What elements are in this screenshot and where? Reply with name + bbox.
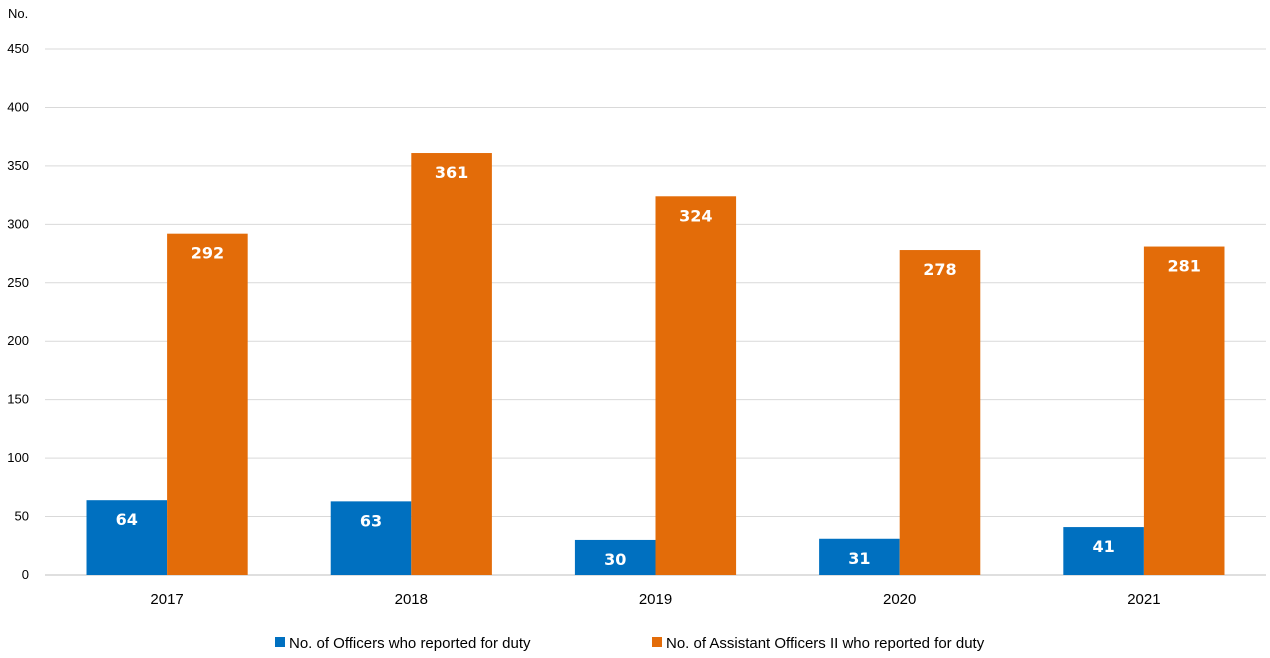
y-tick-label: 300 (7, 216, 29, 231)
y-tick-label: 250 (7, 275, 29, 290)
data-label: 41 (1092, 537, 1114, 556)
bar-assistant-officers-2020 (899, 250, 981, 575)
bar-assistant-officers-2021 (1143, 246, 1225, 575)
bars: 64 292 63 361 30 324 31 278 41 281 (86, 153, 1225, 575)
data-label: 64 (116, 510, 138, 529)
y-axis-unit-label: No. (8, 6, 28, 21)
bar-assistant-officers-2017 (167, 233, 248, 575)
data-label: 30 (604, 550, 626, 569)
bar-officers-2017 (86, 500, 168, 575)
data-label: 361 (435, 163, 468, 182)
y-tick-label: 150 (7, 392, 29, 407)
x-tick-label: 2019 (639, 591, 672, 608)
bar-assistant-officers-2018 (411, 153, 492, 575)
bar-officers-2018 (330, 501, 412, 575)
y-tick-label: 350 (7, 158, 29, 173)
legend-label: No. of Assistant Officers II who reporte… (666, 635, 985, 652)
y-tick-label: 100 (7, 450, 29, 465)
y-tick-label: 450 (7, 41, 29, 56)
x-tick-label: 2018 (395, 591, 428, 608)
bar-officers-2021 (1063, 527, 1144, 575)
y-axis: 0 50 100 150 200 250 300 350 400 450 (7, 41, 29, 582)
data-label: 278 (923, 260, 956, 279)
legend-label: No. of Officers who reported for duty (289, 635, 531, 652)
x-tick-label: 2020 (883, 591, 916, 608)
data-label: 63 (360, 511, 382, 530)
data-label: 292 (191, 244, 224, 263)
data-label: 324 (679, 206, 712, 225)
y-tick-label: 0 (22, 567, 29, 582)
legend: No. of Officers who reported for duty No.… (275, 635, 985, 652)
data-label: 31 (848, 549, 870, 568)
y-tick-label: 200 (7, 333, 29, 348)
data-label: 281 (1167, 257, 1200, 276)
bar-officers-2019 (574, 539, 656, 575)
legend-swatch (652, 637, 662, 647)
bar-assistant-officers-2019 (655, 196, 737, 575)
bar-officers-2020 (819, 538, 900, 575)
x-tick-label: 2017 (150, 591, 183, 608)
y-tick-label: 50 (15, 509, 29, 524)
legend-swatch (275, 637, 285, 647)
x-tick-label: 2021 (1127, 591, 1160, 608)
x-axis: 2017 2018 2019 2020 2021 (150, 591, 1160, 608)
y-tick-label: 400 (7, 99, 29, 114)
